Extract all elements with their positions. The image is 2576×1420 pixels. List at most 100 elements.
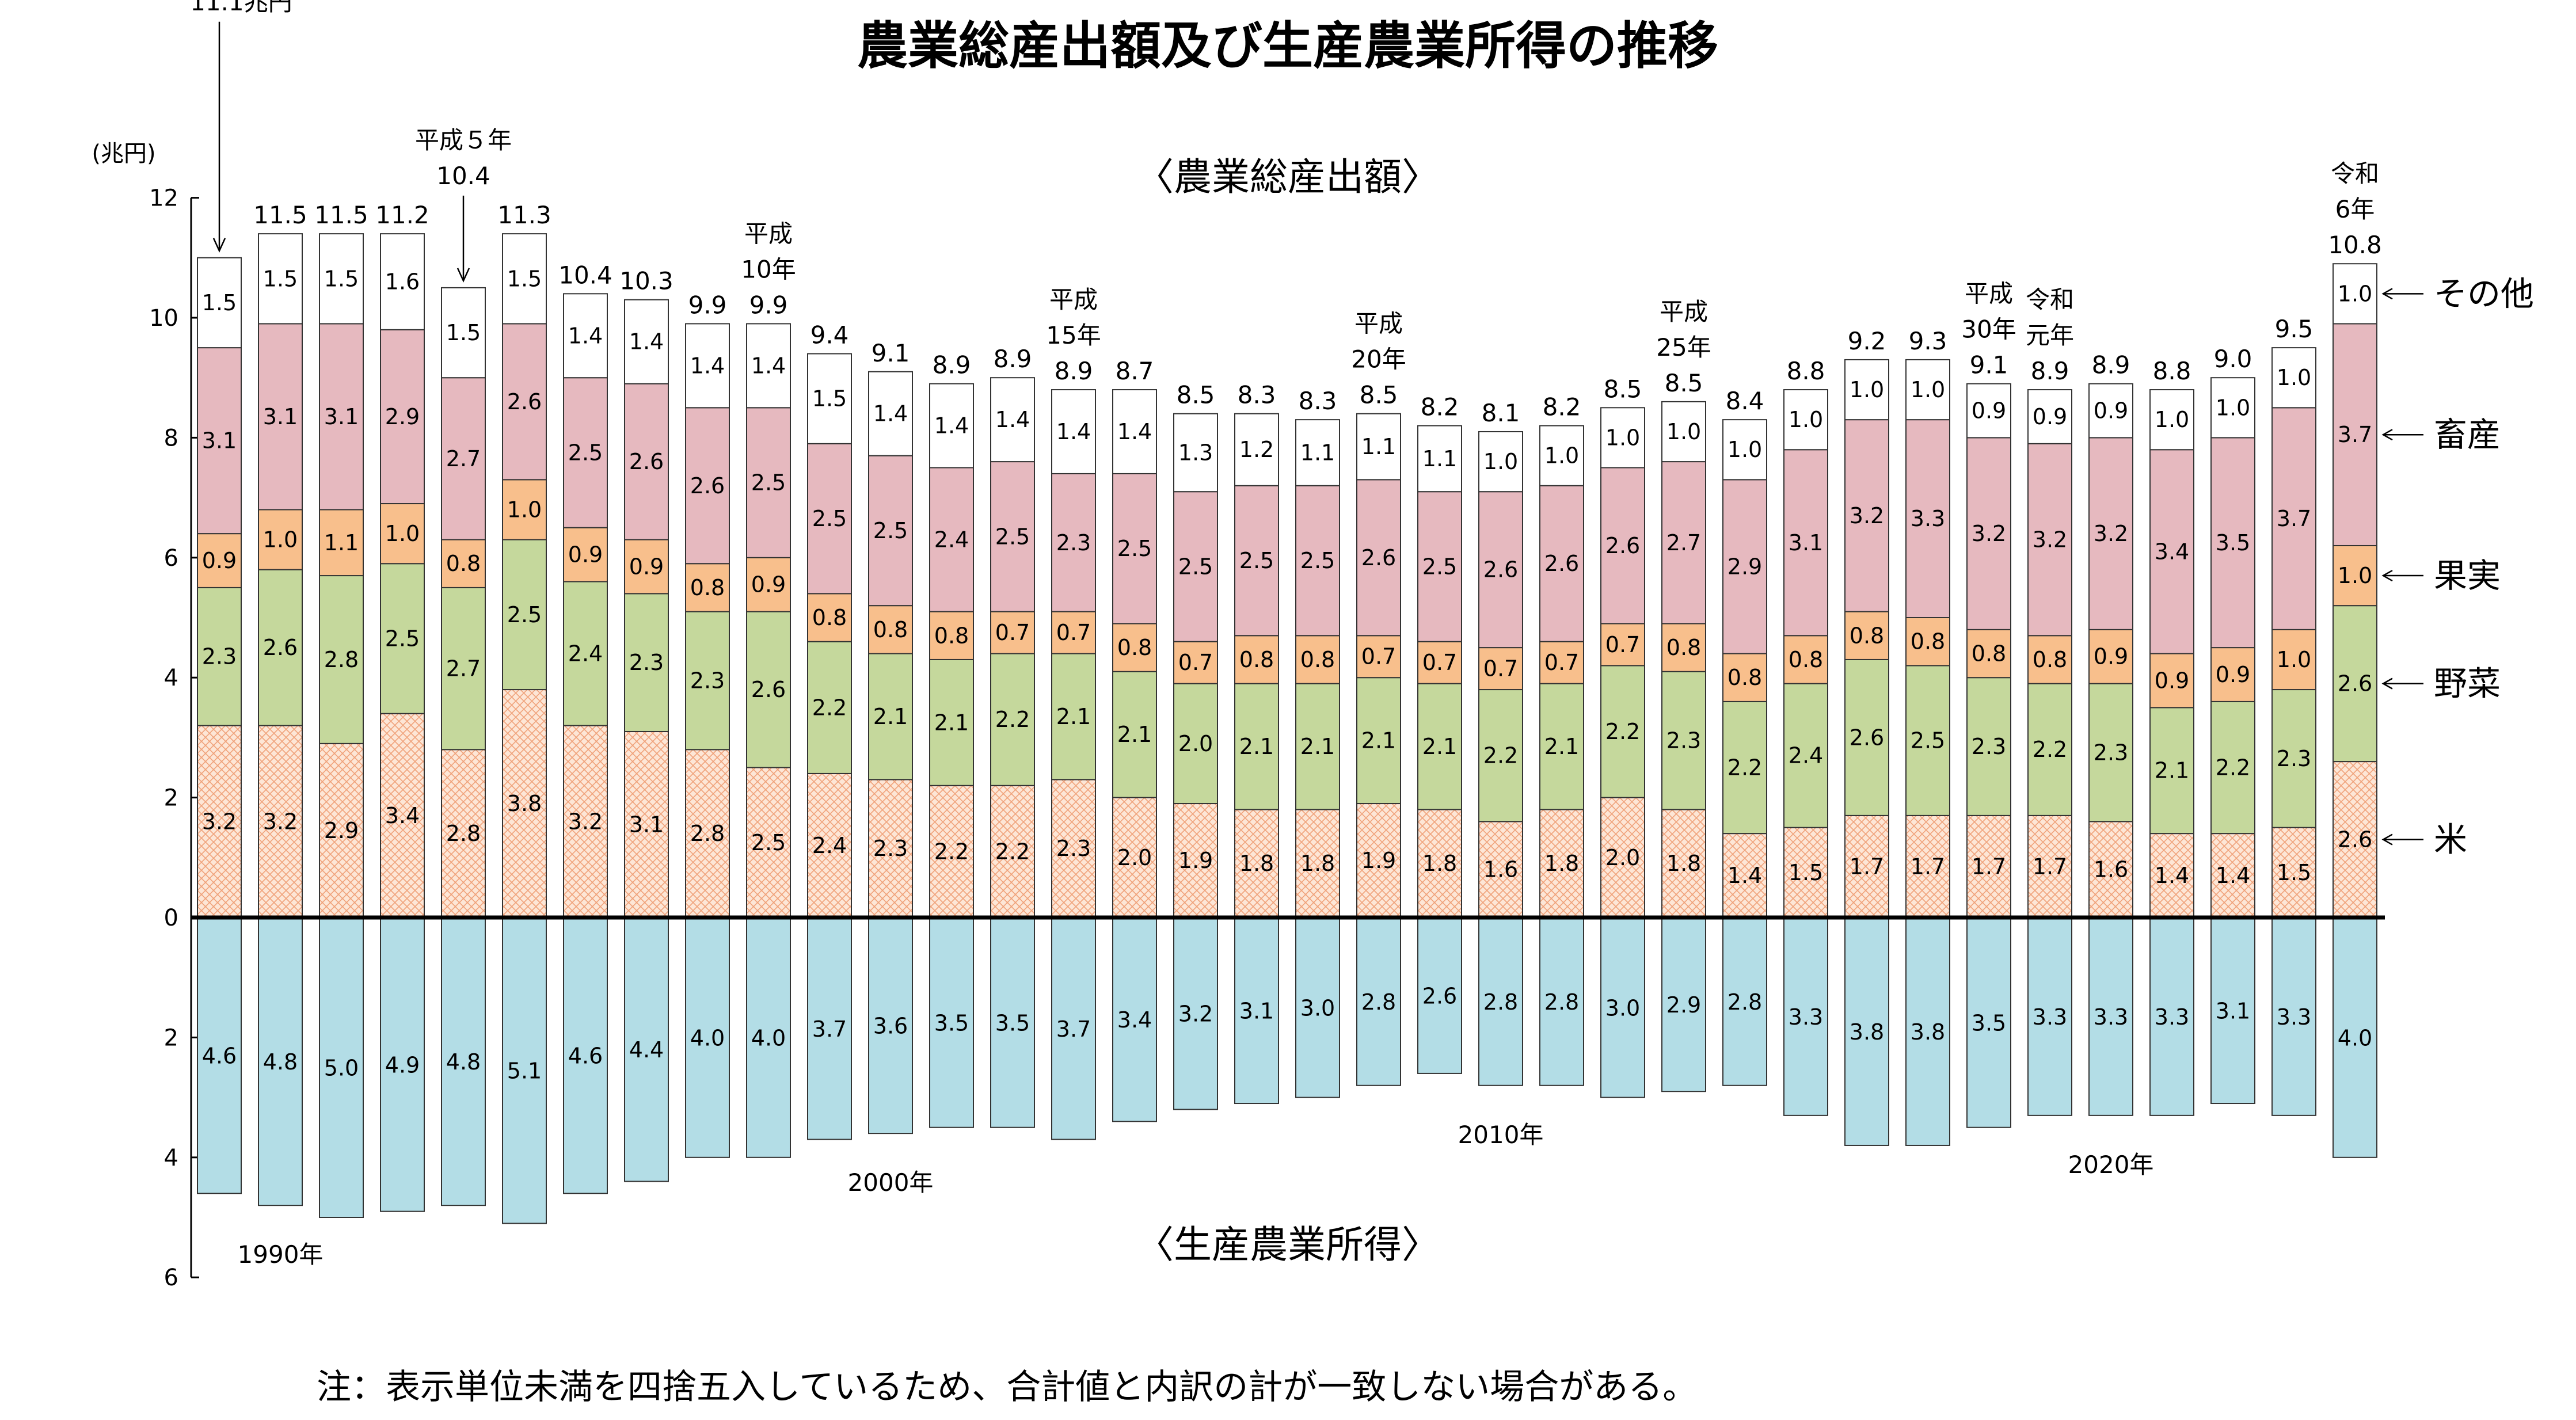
bar-label-米: 1.6 bbox=[2094, 857, 2128, 882]
income-label: 4.0 bbox=[2338, 1025, 2372, 1050]
bar-segment-その他 bbox=[868, 371, 913, 456]
bar-label-米: 1.7 bbox=[1911, 854, 1945, 879]
income-label: 4.4 bbox=[629, 1037, 664, 1063]
bar-label-その他: 0.9 bbox=[2033, 404, 2067, 429]
total-label: 8.9 bbox=[994, 345, 1032, 373]
bar-label-野菜: 2.1 bbox=[873, 704, 908, 729]
bar-segment-米 bbox=[1661, 809, 1706, 918]
total-label: 8.3 bbox=[1299, 387, 1337, 415]
bar-segment-米 bbox=[1051, 779, 1096, 918]
bar-segment-畜産 bbox=[258, 323, 303, 511]
bar-segment-野菜 bbox=[441, 587, 486, 751]
bar-label-その他: 1.0 bbox=[2338, 281, 2372, 306]
bar-label-その他: 1.4 bbox=[568, 323, 603, 348]
bar-segment-野菜 bbox=[1966, 677, 2011, 816]
bar-segment-畜産 bbox=[2088, 437, 2133, 630]
bar-segment-その他 bbox=[990, 377, 1035, 463]
bar-segment-畜産 bbox=[319, 323, 364, 511]
bar-label-畜産: 2.5 bbox=[1300, 548, 1335, 573]
bar-segment-野菜 bbox=[2210, 701, 2255, 835]
total-label: 8.7 bbox=[1116, 357, 1154, 385]
bar-segment-米 bbox=[2210, 833, 2255, 918]
bar-segment-野菜 bbox=[746, 611, 791, 768]
y-tick-label: 10 bbox=[149, 305, 178, 332]
era-label: 平成 bbox=[1660, 298, 1708, 326]
bar-label-その他: 1.0 bbox=[1483, 449, 1518, 474]
income-label: 3.3 bbox=[2155, 1004, 2189, 1030]
bar-segment-野菜 bbox=[685, 611, 730, 751]
bar-segment-米 bbox=[1844, 814, 1889, 918]
era-label: 平成 bbox=[1049, 285, 1098, 314]
income-bar bbox=[1783, 917, 1828, 1116]
bar-segment-米 bbox=[2333, 761, 2377, 918]
total-label: 8.4 bbox=[1726, 387, 1764, 415]
bar-label-野菜: 2.7 bbox=[446, 656, 481, 682]
bar-segment-その他 bbox=[2149, 389, 2194, 451]
bar-label-畜産: 2.9 bbox=[1728, 554, 1762, 579]
legend-果実: 果実 bbox=[2434, 556, 2501, 595]
bar-label-野菜: 2.0 bbox=[1178, 731, 1213, 756]
bar-label-その他: 1.6 bbox=[385, 269, 420, 294]
income-label: 4.8 bbox=[446, 1049, 481, 1075]
bar-segment-その他 bbox=[746, 323, 791, 409]
bar-segment-その他 bbox=[319, 233, 364, 325]
y-tick-label: 6 bbox=[164, 545, 178, 572]
bar-segment-畜産 bbox=[2149, 449, 2194, 654]
income-label: 4.0 bbox=[690, 1025, 725, 1050]
bar-label-果実: 1.0 bbox=[2277, 647, 2311, 672]
bar-label-米: 1.5 bbox=[1789, 860, 1823, 885]
bar-label-果実: 1.0 bbox=[385, 521, 420, 546]
bar-segment-米 bbox=[1417, 809, 1462, 918]
bar-segment-その他 bbox=[502, 233, 547, 325]
bar-segment-その他 bbox=[1051, 389, 1096, 474]
income-label: 3.4 bbox=[1117, 1007, 1152, 1033]
total-label: 8.5 bbox=[1604, 375, 1642, 403]
bar-label-米: 2.6 bbox=[2338, 827, 2372, 852]
era-label: 30年 bbox=[1961, 315, 2016, 344]
bar-label-米: 2.9 bbox=[324, 818, 359, 843]
bar-label-その他: 1.0 bbox=[2277, 365, 2311, 390]
bar-segment-果実 bbox=[380, 503, 425, 565]
bar-segment-その他 bbox=[1722, 419, 1767, 481]
bar-label-野菜: 2.6 bbox=[751, 677, 786, 702]
bar-segment-野菜 bbox=[1112, 671, 1157, 798]
income-label: 2.9 bbox=[1666, 992, 1701, 1018]
bar-label-その他: 1.5 bbox=[446, 320, 481, 345]
bar-segment-畜産 bbox=[746, 407, 791, 558]
bar-segment-米 bbox=[1722, 833, 1767, 918]
bar-label-その他: 1.5 bbox=[812, 386, 847, 412]
bar-label-果実: 0.8 bbox=[1850, 623, 1884, 648]
bar-segment-畜産 bbox=[868, 455, 913, 607]
bar-segment-野菜 bbox=[1783, 683, 1828, 828]
bar-segment-果実 bbox=[441, 539, 486, 588]
income-bar bbox=[502, 917, 547, 1224]
bar-segment-米 bbox=[502, 689, 547, 919]
bar-segment-畜産 bbox=[929, 467, 974, 612]
bar-segment-果実 bbox=[1051, 611, 1096, 654]
bar-segment-その他 bbox=[1966, 383, 2011, 439]
bar-label-野菜: 2.5 bbox=[1911, 728, 1945, 753]
bar-label-野菜: 2.8 bbox=[324, 647, 359, 672]
bar-segment-果実 bbox=[2027, 635, 2072, 684]
bar-segment-果実 bbox=[1661, 623, 1706, 672]
bar-label-米: 2.8 bbox=[446, 821, 481, 846]
income-bar bbox=[624, 917, 669, 1182]
bar-label-その他: 1.0 bbox=[1789, 407, 1823, 432]
bar-segment-米 bbox=[807, 772, 852, 919]
bar-segment-野菜 bbox=[1905, 665, 1950, 816]
total-label: 9.2 bbox=[1848, 327, 1886, 355]
bar-segment-畜産 bbox=[990, 461, 1035, 612]
income-bar bbox=[1234, 917, 1279, 1105]
bar-label-野菜: 2.1 bbox=[1544, 734, 1579, 759]
bar-label-畜産: 3.5 bbox=[2216, 530, 2250, 555]
bar-segment-野菜 bbox=[197, 587, 242, 726]
bar-segment-畜産 bbox=[502, 323, 547, 481]
bar-label-果実: 0.8 bbox=[1789, 647, 1823, 672]
income-label: 3.8 bbox=[1911, 1019, 1945, 1045]
income-label: 3.1 bbox=[2216, 999, 2250, 1024]
bar-label-畜産: 3.1 bbox=[1789, 530, 1823, 555]
bar-label-果実: 0.8 bbox=[1117, 635, 1152, 660]
bar-label-米: 2.4 bbox=[812, 833, 847, 858]
bar-label-畜産: 3.1 bbox=[324, 404, 359, 429]
arrow-left-icon bbox=[2381, 677, 2393, 690]
